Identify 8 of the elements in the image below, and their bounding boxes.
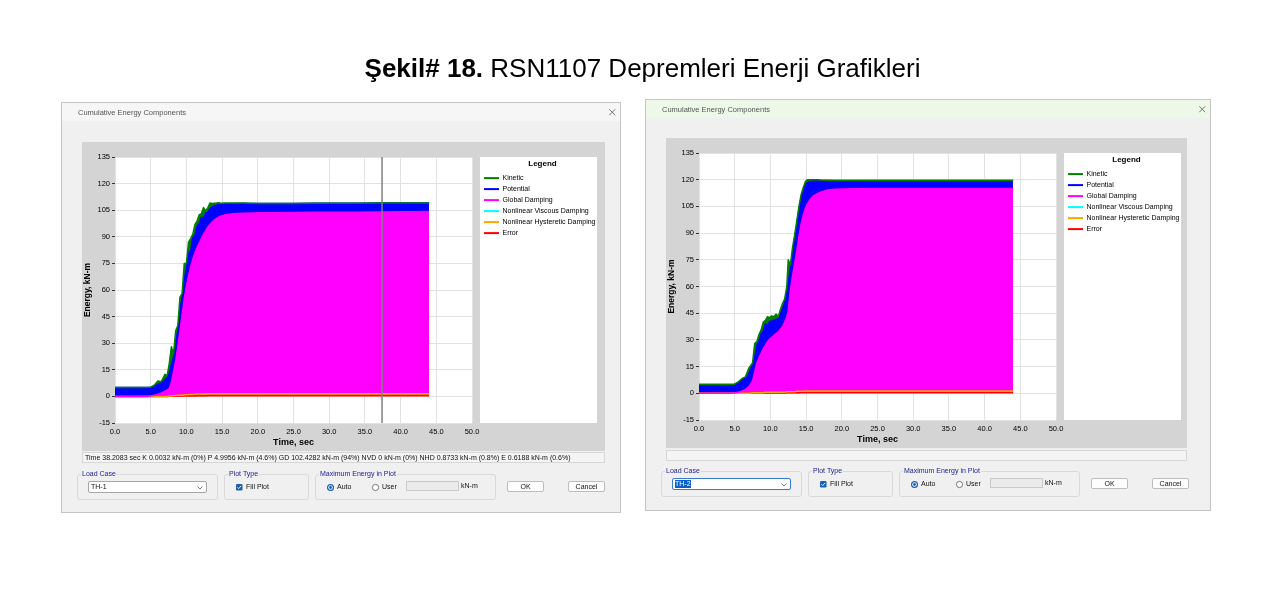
legend-title: Legend xyxy=(1112,155,1141,165)
x-axis-title: Time, sec xyxy=(273,437,314,448)
y-axis-title: Energy, kN-m xyxy=(666,258,677,314)
x-axis-title: Time, sec xyxy=(857,434,898,445)
legend-title: Legend xyxy=(528,159,557,169)
text: Şekil# 18. xyxy=(364,53,484,83)
y-axis-title: Energy, kN-m xyxy=(82,262,93,318)
text: RSN1107 Depremleri Enerji Grafikleri xyxy=(490,53,921,83)
